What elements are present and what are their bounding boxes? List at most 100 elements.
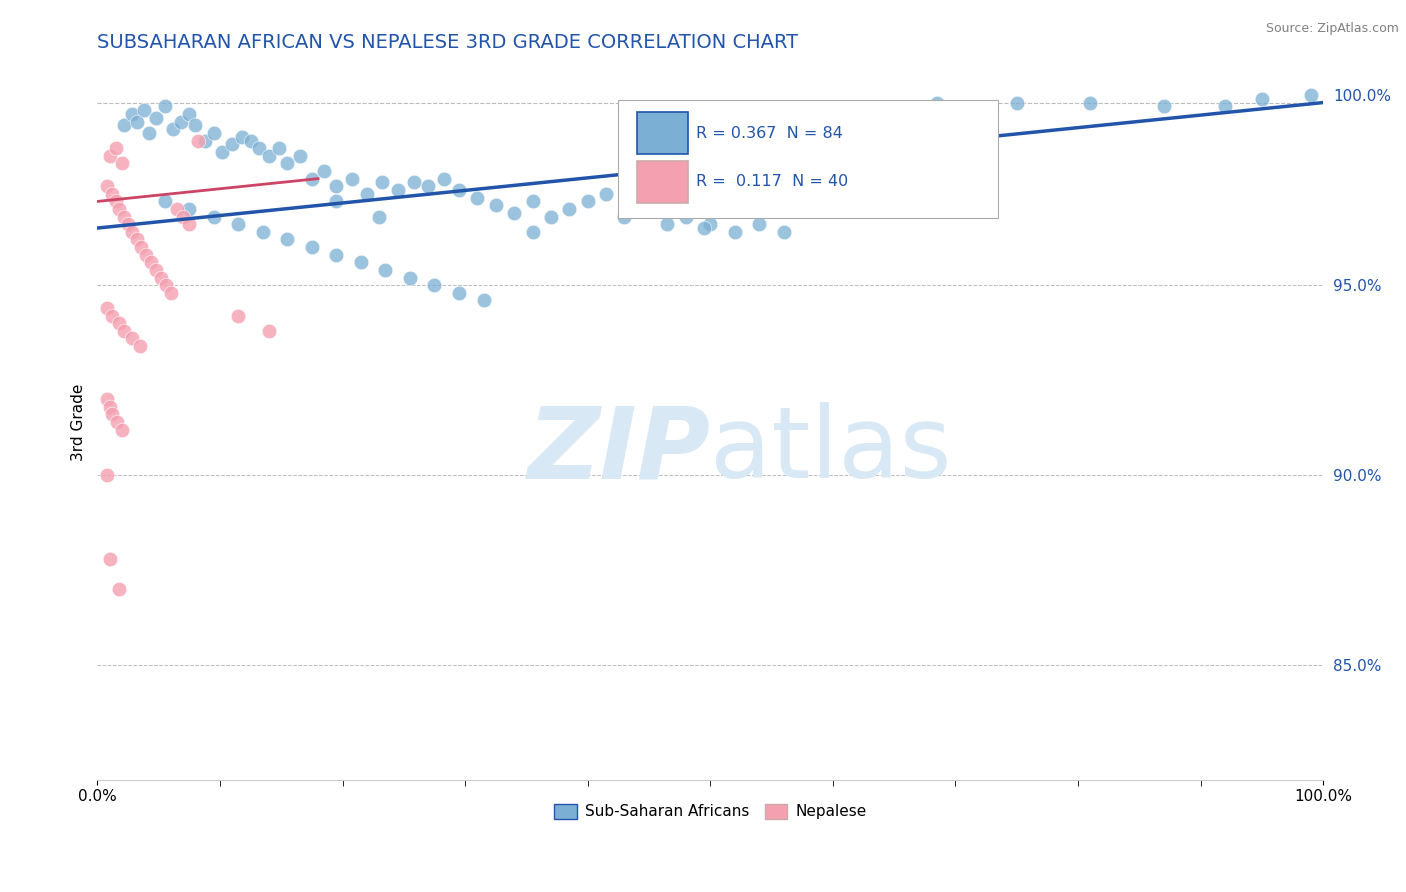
Nepalese bbox=[131, 240, 153, 254]
Sub-Saharan Africans bbox=[231, 129, 253, 144]
Nepalese bbox=[104, 141, 127, 155]
Nepalese bbox=[166, 202, 188, 216]
Sub-Saharan Africans bbox=[423, 278, 446, 293]
Sub-Saharan Africans bbox=[221, 137, 243, 152]
Nepalese bbox=[257, 324, 280, 338]
Sub-Saharan Africans bbox=[202, 126, 225, 140]
FancyBboxPatch shape bbox=[619, 100, 998, 219]
Nepalese bbox=[96, 468, 118, 483]
Sub-Saharan Africans bbox=[325, 248, 347, 262]
Sub-Saharan Africans bbox=[194, 134, 217, 148]
Nepalese bbox=[101, 408, 124, 422]
Y-axis label: 3rd Grade: 3rd Grade bbox=[72, 384, 86, 461]
Sub-Saharan Africans bbox=[1153, 99, 1175, 113]
Sub-Saharan Africans bbox=[724, 225, 747, 239]
FancyBboxPatch shape bbox=[637, 161, 689, 202]
Sub-Saharan Africans bbox=[138, 126, 160, 140]
Sub-Saharan Africans bbox=[540, 210, 562, 224]
Sub-Saharan Africans bbox=[170, 114, 193, 128]
Sub-Saharan Africans bbox=[153, 194, 176, 209]
Sub-Saharan Africans bbox=[211, 145, 233, 159]
Sub-Saharan Africans bbox=[773, 225, 796, 239]
Nepalese bbox=[111, 156, 134, 170]
Sub-Saharan Africans bbox=[522, 194, 544, 209]
Sub-Saharan Africans bbox=[342, 171, 364, 186]
Sub-Saharan Africans bbox=[252, 225, 274, 239]
Sub-Saharan Africans bbox=[132, 103, 155, 117]
Sub-Saharan Africans bbox=[179, 202, 201, 216]
Sub-Saharan Africans bbox=[472, 293, 495, 308]
Nepalese bbox=[96, 179, 118, 194]
Text: SUBSAHARAN AFRICAN VS NEPALESE 3RD GRADE CORRELATION CHART: SUBSAHARAN AFRICAN VS NEPALESE 3RD GRADE… bbox=[97, 33, 799, 52]
Sub-Saharan Africans bbox=[350, 255, 373, 269]
Sub-Saharan Africans bbox=[121, 107, 143, 121]
Sub-Saharan Africans bbox=[276, 232, 298, 246]
Nepalese bbox=[125, 232, 148, 246]
Nepalese bbox=[150, 270, 173, 285]
Sub-Saharan Africans bbox=[675, 210, 697, 224]
Sub-Saharan Africans bbox=[162, 122, 184, 136]
Nepalese bbox=[172, 210, 194, 224]
Nepalese bbox=[112, 210, 135, 224]
Text: ZIP: ZIP bbox=[527, 402, 710, 500]
Sub-Saharan Africans bbox=[301, 171, 323, 186]
Nepalese bbox=[160, 285, 183, 300]
Nepalese bbox=[117, 217, 139, 231]
Sub-Saharan Africans bbox=[356, 186, 378, 201]
Sub-Saharan Africans bbox=[631, 202, 654, 216]
Sub-Saharan Africans bbox=[1251, 92, 1274, 106]
Sub-Saharan Africans bbox=[402, 176, 425, 190]
Nepalese bbox=[112, 324, 135, 338]
Sub-Saharan Africans bbox=[558, 202, 581, 216]
Text: Source: ZipAtlas.com: Source: ZipAtlas.com bbox=[1265, 22, 1399, 36]
Text: R = 0.367  N = 84: R = 0.367 N = 84 bbox=[696, 126, 842, 141]
Sub-Saharan Africans bbox=[467, 191, 489, 205]
Sub-Saharan Africans bbox=[184, 119, 207, 133]
Nepalese bbox=[129, 339, 152, 353]
Sub-Saharan Africans bbox=[374, 263, 396, 277]
Sub-Saharan Africans bbox=[267, 141, 290, 155]
Sub-Saharan Africans bbox=[125, 114, 148, 128]
Sub-Saharan Africans bbox=[368, 210, 391, 224]
Sub-Saharan Africans bbox=[399, 270, 422, 285]
Sub-Saharan Africans bbox=[301, 240, 323, 254]
Sub-Saharan Africans bbox=[1213, 99, 1236, 113]
Nepalese bbox=[98, 552, 121, 566]
Sub-Saharan Africans bbox=[112, 119, 135, 133]
Sub-Saharan Africans bbox=[1299, 87, 1322, 102]
Sub-Saharan Africans bbox=[239, 134, 262, 148]
Nepalese bbox=[101, 309, 124, 323]
Nepalese bbox=[98, 149, 121, 163]
Sub-Saharan Africans bbox=[613, 210, 636, 224]
Sub-Saharan Africans bbox=[153, 99, 176, 113]
Sub-Saharan Africans bbox=[387, 183, 409, 197]
Nepalese bbox=[155, 278, 177, 293]
Sub-Saharan Africans bbox=[228, 217, 250, 231]
Sub-Saharan Africans bbox=[179, 107, 201, 121]
Sub-Saharan Africans bbox=[447, 285, 470, 300]
Nepalese bbox=[108, 582, 131, 597]
Sub-Saharan Africans bbox=[447, 183, 470, 197]
Nepalese bbox=[135, 248, 157, 262]
Sub-Saharan Africans bbox=[145, 111, 167, 125]
Sub-Saharan Africans bbox=[288, 149, 311, 163]
Nepalese bbox=[108, 202, 131, 216]
Sub-Saharan Africans bbox=[522, 225, 544, 239]
Sub-Saharan Africans bbox=[276, 156, 298, 170]
Sub-Saharan Africans bbox=[247, 141, 270, 155]
Nepalese bbox=[121, 225, 143, 239]
Sub-Saharan Africans bbox=[595, 186, 617, 201]
Nepalese bbox=[187, 134, 209, 148]
Legend: Sub-Saharan Africans, Nepalese: Sub-Saharan Africans, Nepalese bbox=[548, 797, 873, 826]
Sub-Saharan Africans bbox=[657, 217, 679, 231]
Nepalese bbox=[96, 392, 118, 407]
Nepalese bbox=[145, 263, 167, 277]
Nepalese bbox=[111, 423, 134, 437]
Nepalese bbox=[105, 415, 128, 429]
Sub-Saharan Africans bbox=[371, 176, 394, 190]
Nepalese bbox=[96, 301, 118, 315]
Sub-Saharan Africans bbox=[325, 179, 347, 194]
Sub-Saharan Africans bbox=[325, 194, 347, 209]
Nepalese bbox=[98, 400, 121, 414]
Sub-Saharan Africans bbox=[693, 221, 716, 235]
